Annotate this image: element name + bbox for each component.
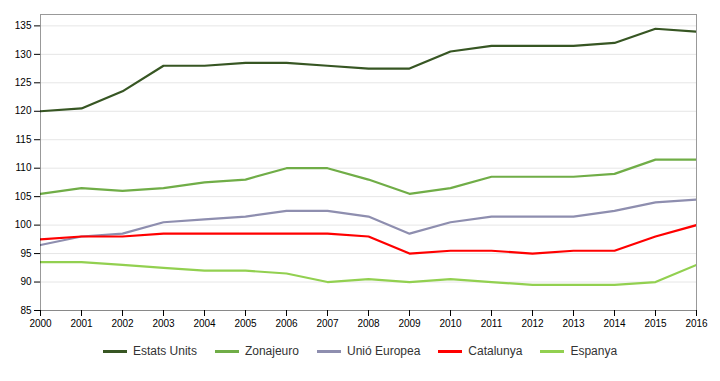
svg-text:120: 120 <box>15 105 32 116</box>
svg-text:2008: 2008 <box>357 318 380 329</box>
html-text:Unió Europea: Unió Europea <box>347 344 421 358</box>
svg-text:135: 135 <box>15 20 32 31</box>
svg-text:2001: 2001 <box>70 318 93 329</box>
svg-text:2009: 2009 <box>398 318 421 329</box>
svg-text:2000: 2000 <box>29 318 52 329</box>
svg-text:2002: 2002 <box>111 318 134 329</box>
svg-text:2003: 2003 <box>152 318 175 329</box>
html-text:Estats Units: Estats Units <box>132 344 197 358</box>
svg-text:100: 100 <box>15 219 32 230</box>
svg-text:2015: 2015 <box>644 318 667 329</box>
svg-text:2011: 2011 <box>481 318 503 329</box>
svg-text:2010: 2010 <box>439 318 462 329</box>
svg-text:130: 130 <box>15 49 32 60</box>
svg-text:2007: 2007 <box>316 318 339 329</box>
svg-text:105: 105 <box>15 191 32 202</box>
svg-text:2004: 2004 <box>193 318 216 329</box>
svg-text:2005: 2005 <box>234 318 257 329</box>
svg-text:90: 90 <box>20 276 32 287</box>
html-text:Espanya: Espanya <box>570 344 618 358</box>
svg-text:95: 95 <box>20 248 32 259</box>
html-text:Catalunya: Catalunya <box>468 344 523 358</box>
svg-text:2012: 2012 <box>521 318 544 329</box>
html-text:Zonajeuro: Zonajeuro <box>244 344 299 358</box>
svg-text:2006: 2006 <box>275 318 298 329</box>
svg-text:115: 115 <box>16 134 32 145</box>
svg-text:110: 110 <box>16 162 32 173</box>
svg-text:2013: 2013 <box>562 318 585 329</box>
svg-text:125: 125 <box>15 77 32 88</box>
svg-text:2014: 2014 <box>603 318 626 329</box>
svg-text:2016: 2016 <box>685 318 708 329</box>
svg-text:85: 85 <box>20 305 32 316</box>
